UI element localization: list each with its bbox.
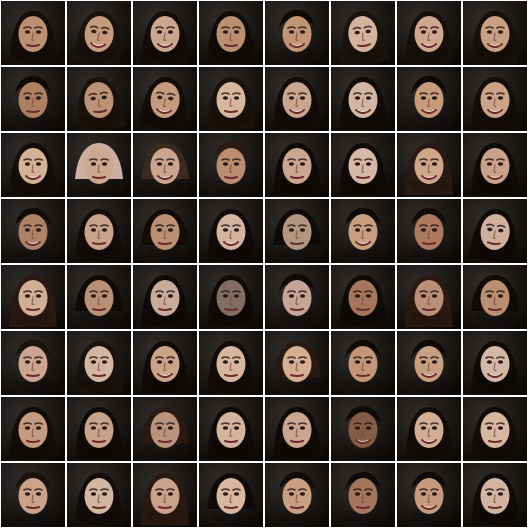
face-thumbnail	[133, 199, 197, 263]
face-thumbnail	[133, 463, 197, 527]
face-thumbnail	[1, 67, 65, 131]
face-thumbnail	[463, 67, 527, 131]
face-thumbnail	[265, 67, 329, 131]
face-thumbnail	[463, 397, 527, 461]
face-thumbnail	[133, 1, 197, 65]
face-thumbnail	[67, 1, 131, 65]
face-thumbnail	[265, 133, 329, 197]
face-thumbnail	[463, 463, 527, 527]
face-thumbnail	[199, 199, 263, 263]
face-thumbnail	[331, 133, 395, 197]
face-thumbnail	[199, 265, 263, 329]
face-thumbnail	[1, 397, 65, 461]
face-thumbnail	[331, 463, 395, 527]
face-thumbnail	[199, 1, 263, 65]
face-thumbnail	[463, 1, 527, 65]
face-thumbnail	[331, 67, 395, 131]
face-thumbnail	[265, 1, 329, 65]
face-thumbnail	[397, 463, 461, 527]
face-thumbnail	[331, 397, 395, 461]
face-thumbnail	[265, 265, 329, 329]
face-thumbnail	[67, 199, 131, 263]
face-thumbnail	[397, 1, 461, 65]
face-thumbnail	[1, 331, 65, 395]
face-thumbnail	[199, 133, 263, 197]
face-thumbnail	[199, 67, 263, 131]
face-thumbnail	[331, 1, 395, 65]
face-thumbnail	[1, 133, 65, 197]
face-thumbnail	[67, 331, 131, 395]
face-thumbnail	[397, 133, 461, 197]
face-thumbnail	[265, 463, 329, 527]
face-thumbnail	[331, 265, 395, 329]
face-thumbnail	[397, 67, 461, 131]
face-thumbnail	[1, 1, 65, 65]
face-thumbnail	[67, 67, 131, 131]
face-thumbnail	[199, 397, 263, 461]
face-thumbnail	[397, 199, 461, 263]
face-thumbnail	[133, 133, 197, 197]
face-thumbnail	[265, 199, 329, 263]
face-thumbnail	[331, 199, 395, 263]
face-thumbnail	[133, 67, 197, 131]
face-thumbnail	[265, 397, 329, 461]
face-thumbnail	[67, 265, 131, 329]
face-thumbnail	[463, 331, 527, 395]
face-thumbnail	[397, 265, 461, 329]
face-thumbnail	[1, 463, 65, 527]
face-thumbnail	[331, 331, 395, 395]
face-thumbnail	[199, 463, 263, 527]
face-thumbnail	[133, 331, 197, 395]
face-thumbnail	[67, 463, 131, 527]
face-thumbnail	[67, 133, 131, 197]
face-thumbnail	[1, 199, 65, 263]
face-thumbnail	[1, 265, 65, 329]
face-thumbnail	[67, 397, 131, 461]
face-thumbnail	[463, 133, 527, 197]
face-thumbnail	[199, 331, 263, 395]
face-thumbnail	[397, 331, 461, 395]
face-thumbnail	[133, 265, 197, 329]
face-thumbnail	[397, 397, 461, 461]
face-thumbnail	[463, 199, 527, 263]
face-thumbnail	[463, 265, 527, 329]
face-thumbnail	[133, 397, 197, 461]
face-thumbnail	[265, 331, 329, 395]
